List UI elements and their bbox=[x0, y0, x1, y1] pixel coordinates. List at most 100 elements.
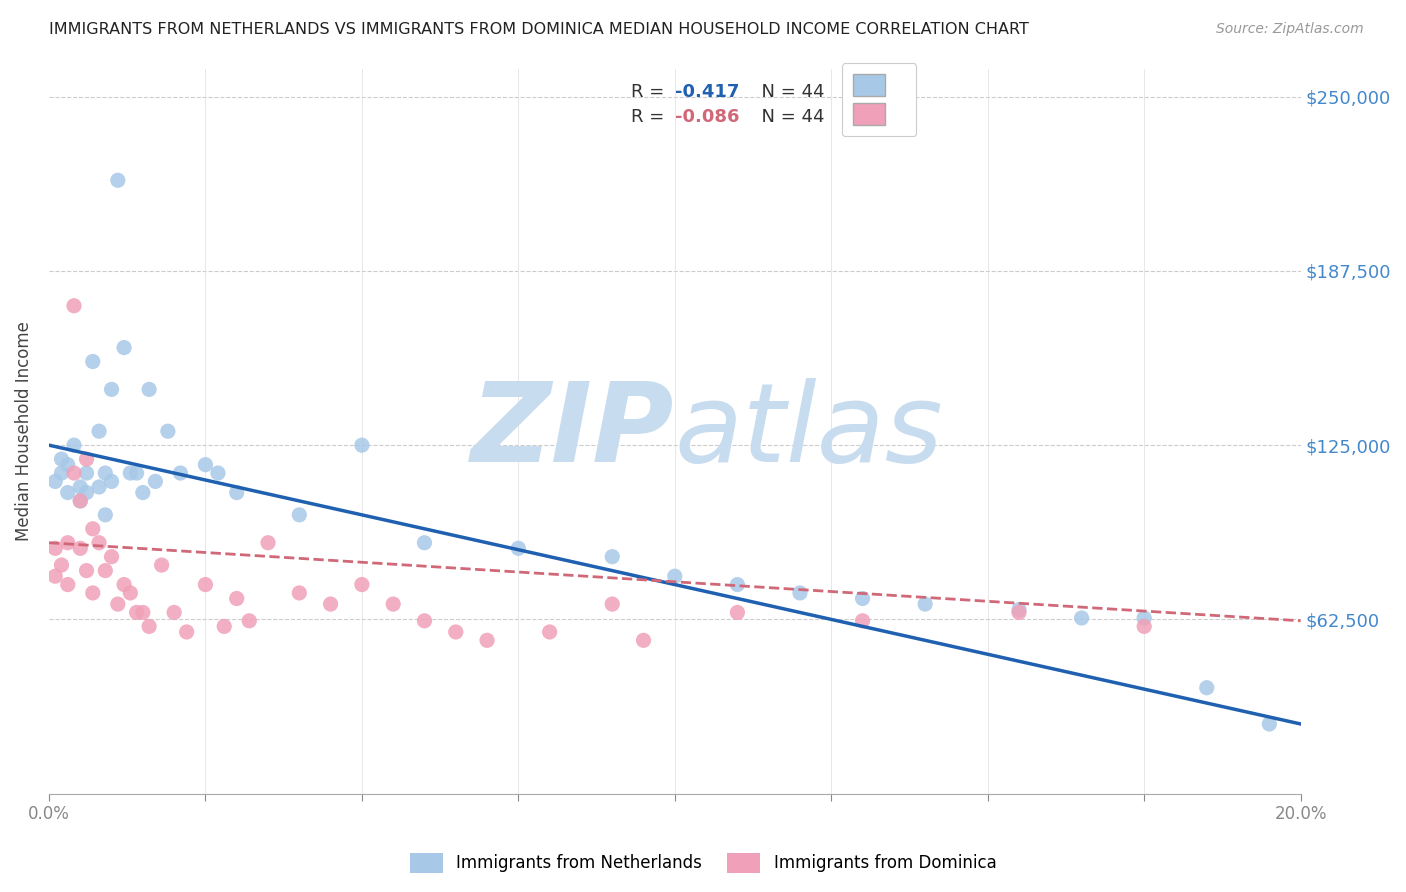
Point bbox=[138, 383, 160, 397]
Point bbox=[56, 577, 79, 591]
Point bbox=[63, 299, 86, 313]
Point bbox=[56, 458, 79, 472]
Point bbox=[44, 569, 66, 583]
Text: R =: R = bbox=[49, 430, 52, 431]
Point bbox=[69, 541, 91, 556]
Point bbox=[194, 577, 217, 591]
Point bbox=[257, 535, 280, 549]
Point bbox=[350, 438, 373, 452]
Point bbox=[107, 173, 129, 187]
Point bbox=[87, 424, 110, 438]
Point bbox=[125, 466, 148, 480]
Point bbox=[69, 494, 91, 508]
Point bbox=[633, 633, 655, 648]
Text: -0.086: -0.086 bbox=[675, 108, 740, 127]
Point bbox=[132, 485, 155, 500]
Point bbox=[238, 614, 260, 628]
Point bbox=[82, 354, 104, 368]
Legend:  ,  : , bbox=[842, 63, 917, 136]
Point bbox=[100, 475, 122, 489]
Point bbox=[225, 485, 247, 500]
Point bbox=[87, 480, 110, 494]
Point bbox=[51, 452, 73, 467]
Point bbox=[194, 458, 217, 472]
Point bbox=[69, 494, 91, 508]
Point bbox=[600, 597, 623, 611]
Text: ZIP: ZIP bbox=[471, 377, 675, 484]
Point bbox=[475, 633, 498, 648]
Point bbox=[44, 475, 66, 489]
Point bbox=[225, 591, 247, 606]
Point bbox=[138, 619, 160, 633]
Point bbox=[132, 606, 155, 620]
Point bbox=[288, 586, 311, 600]
Point bbox=[63, 466, 86, 480]
Point bbox=[444, 624, 467, 639]
Point bbox=[69, 480, 91, 494]
Point bbox=[150, 558, 173, 572]
Point bbox=[51, 466, 73, 480]
Point bbox=[76, 466, 98, 480]
Point bbox=[94, 508, 117, 522]
Point bbox=[508, 541, 530, 556]
Point bbox=[100, 549, 122, 564]
Point bbox=[107, 597, 129, 611]
Text: N = 44: N = 44 bbox=[749, 83, 824, 101]
Point bbox=[538, 624, 561, 639]
Point bbox=[725, 606, 748, 620]
Point bbox=[120, 586, 142, 600]
Legend: Immigrants from Netherlands, Immigrants from Dominica: Immigrants from Netherlands, Immigrants … bbox=[404, 847, 1002, 880]
Point bbox=[112, 341, 135, 355]
Point bbox=[82, 522, 104, 536]
Point bbox=[176, 624, 198, 639]
Point bbox=[100, 383, 122, 397]
Point bbox=[44, 541, 66, 556]
Point bbox=[1133, 611, 1156, 625]
Point bbox=[789, 586, 811, 600]
Point bbox=[600, 549, 623, 564]
Point bbox=[413, 614, 436, 628]
Point bbox=[382, 597, 405, 611]
Point bbox=[51, 558, 73, 572]
Point bbox=[76, 485, 98, 500]
Point bbox=[1070, 611, 1092, 625]
Point bbox=[87, 535, 110, 549]
Point bbox=[851, 614, 873, 628]
Text: N = 44: N = 44 bbox=[749, 108, 824, 127]
Point bbox=[169, 466, 191, 480]
Point bbox=[664, 569, 686, 583]
Point bbox=[319, 597, 342, 611]
Point bbox=[163, 606, 186, 620]
Point bbox=[112, 577, 135, 591]
Point bbox=[1008, 602, 1031, 616]
Point bbox=[851, 591, 873, 606]
Point bbox=[63, 438, 86, 452]
Point bbox=[76, 452, 98, 467]
Point bbox=[56, 485, 79, 500]
Text: IMMIGRANTS FROM NETHERLANDS VS IMMIGRANTS FROM DOMINICA MEDIAN HOUSEHOLD INCOME : IMMIGRANTS FROM NETHERLANDS VS IMMIGRANT… bbox=[49, 22, 1029, 37]
Text: -0.417: -0.417 bbox=[675, 83, 740, 101]
Y-axis label: Median Household Income: Median Household Income bbox=[15, 321, 32, 541]
Point bbox=[76, 564, 98, 578]
Point bbox=[56, 535, 79, 549]
Point bbox=[1258, 717, 1281, 731]
Point bbox=[120, 466, 142, 480]
Point bbox=[413, 535, 436, 549]
Point bbox=[914, 597, 936, 611]
Point bbox=[207, 466, 229, 480]
Point bbox=[288, 508, 311, 522]
Point bbox=[350, 577, 373, 591]
Point bbox=[725, 577, 748, 591]
Point bbox=[1195, 681, 1218, 695]
Point bbox=[94, 466, 117, 480]
Text: R =: R = bbox=[631, 83, 671, 101]
Point bbox=[125, 606, 148, 620]
Text: R =: R = bbox=[631, 108, 671, 127]
Text: atlas: atlas bbox=[675, 377, 943, 484]
Point bbox=[82, 586, 104, 600]
Point bbox=[1133, 619, 1156, 633]
Point bbox=[145, 475, 167, 489]
Point bbox=[94, 564, 117, 578]
Point bbox=[156, 424, 179, 438]
Text: Source: ZipAtlas.com: Source: ZipAtlas.com bbox=[1216, 22, 1364, 37]
